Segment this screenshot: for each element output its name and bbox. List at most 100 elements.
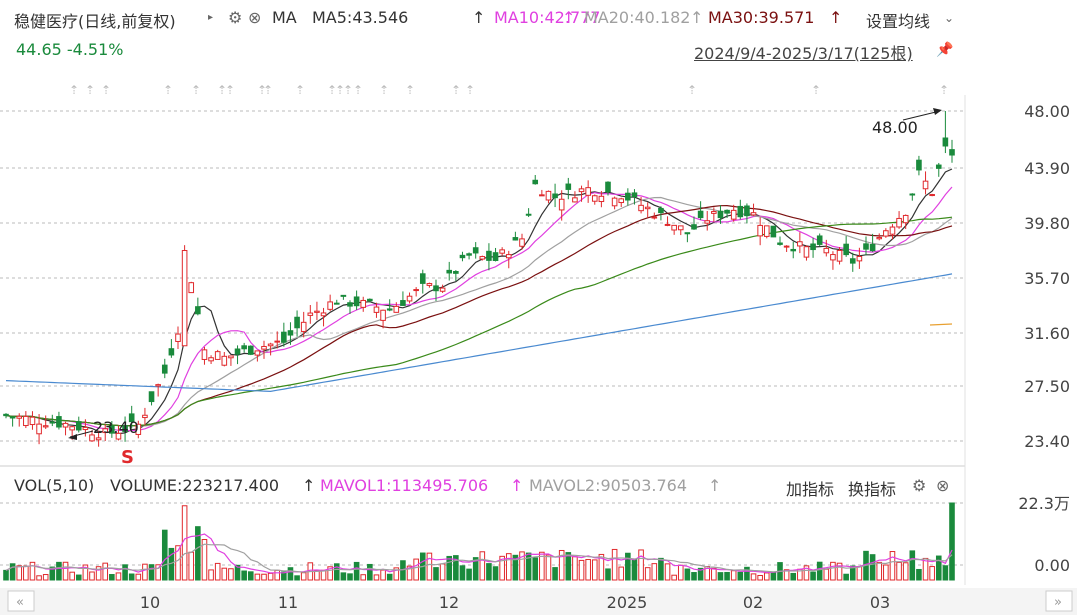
- candle-body[interactable]: [75, 421, 82, 431]
- volume-bar[interactable]: [294, 575, 300, 581]
- volume-bar[interactable]: [9, 563, 16, 581]
- volume-bar[interactable]: [935, 555, 942, 581]
- volume-bar[interactable]: [347, 573, 353, 581]
- event-marker[interactable]: ⇡: [327, 83, 337, 97]
- candle-body[interactable]: [790, 248, 797, 252]
- volume-bar[interactable]: [611, 548, 618, 581]
- candle-body[interactable]: [691, 224, 697, 230]
- candle-body[interactable]: [181, 250, 188, 347]
- candle-body[interactable]: [916, 159, 922, 171]
- volume-bar[interactable]: [512, 554, 519, 581]
- volume-bar[interactable]: [446, 555, 453, 581]
- candle-body[interactable]: [816, 235, 823, 245]
- candle-body[interactable]: [49, 421, 56, 424]
- volume-bar[interactable]: [267, 572, 274, 581]
- candle-body[interactable]: [56, 416, 62, 428]
- volume-bar[interactable]: [29, 561, 36, 581]
- candle-body[interactable]: [340, 294, 347, 297]
- volume-bar[interactable]: [95, 566, 102, 581]
- gear-icon[interactable]: ⚙: [228, 8, 243, 27]
- volume-bar[interactable]: [671, 574, 677, 581]
- volume-bar[interactable]: [730, 570, 737, 581]
- candle-body[interactable]: [62, 422, 69, 428]
- volume-bar[interactable]: [221, 567, 228, 581]
- volume-bar[interactable]: [572, 556, 578, 581]
- candle-body[interactable]: [664, 223, 671, 226]
- candle-body[interactable]: [902, 214, 909, 224]
- volume-bar[interactable]: [287, 567, 294, 581]
- volume-bar[interactable]: [135, 573, 142, 581]
- candle-body[interactable]: [353, 296, 360, 307]
- candle-body[interactable]: [869, 243, 876, 252]
- volume-bar[interactable]: [406, 565, 413, 581]
- volume-bar[interactable]: [644, 567, 651, 581]
- candle-body[interactable]: [115, 432, 122, 440]
- candle-body[interactable]: [889, 226, 896, 235]
- candle-body[interactable]: [419, 273, 426, 284]
- candle-body[interactable]: [651, 216, 658, 219]
- candle-body[interactable]: [724, 209, 730, 214]
- volume-bar[interactable]: [3, 569, 9, 581]
- candle-body[interactable]: [367, 298, 373, 302]
- add-indicator-button[interactable]: 加指标: [786, 480, 835, 499]
- candle-body[interactable]: [558, 198, 565, 211]
- volume-bar[interactable]: [697, 567, 704, 581]
- volume-bar[interactable]: [23, 565, 29, 581]
- candle-body[interactable]: [135, 423, 142, 435]
- volume-bar[interactable]: [929, 566, 935, 581]
- volume-bar[interactable]: [783, 569, 790, 581]
- volume-bar[interactable]: [393, 567, 400, 581]
- candle-body[interactable]: [658, 207, 664, 214]
- volume-bar[interactable]: [426, 552, 433, 581]
- volume-bar[interactable]: [214, 562, 221, 581]
- event-marker[interactable]: ⇡: [939, 83, 949, 97]
- candle-body[interactable]: [281, 331, 287, 343]
- candle-body[interactable]: [433, 285, 439, 292]
- volume-bar[interactable]: [539, 551, 545, 581]
- volume-bar[interactable]: [949, 502, 955, 581]
- event-marker[interactable]: ⇡: [379, 83, 389, 97]
- volume-bar[interactable]: [843, 573, 849, 581]
- volume-bar[interactable]: [360, 574, 367, 581]
- volume-bar[interactable]: [333, 563, 340, 581]
- candle-body[interactable]: [320, 312, 327, 317]
- candle-body[interactable]: [89, 434, 95, 442]
- volume-bar[interactable]: [658, 557, 664, 581]
- volume-bar[interactable]: [677, 564, 684, 581]
- volume-bar[interactable]: [208, 569, 214, 581]
- volume-bar[interactable]: [89, 571, 95, 581]
- candle-body[interactable]: [254, 350, 261, 356]
- candle-body[interactable]: [836, 249, 843, 262]
- volume-bar[interactable]: [750, 573, 757, 581]
- candle-body[interactable]: [300, 321, 307, 332]
- candle-body[interactable]: [446, 269, 453, 274]
- candle-body[interactable]: [909, 193, 916, 196]
- candle-body[interactable]: [750, 212, 757, 216]
- event-marker[interactable]: ⇡: [217, 83, 227, 97]
- candle-body[interactable]: [360, 299, 367, 308]
- volume-bar[interactable]: [664, 563, 671, 581]
- volume-bar[interactable]: [724, 571, 730, 581]
- candle-body[interactable]: [572, 197, 578, 203]
- volume-bar[interactable]: [386, 573, 393, 581]
- candle-body[interactable]: [347, 302, 353, 307]
- volume-bar[interactable]: [790, 572, 797, 581]
- volume-bar[interactable]: [598, 553, 605, 581]
- volume-bar[interactable]: [519, 551, 525, 581]
- candle-body[interactable]: [261, 345, 267, 350]
- candle-body[interactable]: [175, 333, 181, 342]
- volume-bar[interactable]: [856, 566, 863, 581]
- event-marker[interactable]: ⇡: [225, 83, 235, 97]
- candle-body[interactable]: [671, 224, 677, 231]
- volume-bar[interactable]: [115, 572, 122, 581]
- candle-body[interactable]: [625, 192, 631, 201]
- candle-body[interactable]: [274, 340, 281, 343]
- event-marker[interactable]: ⇡: [257, 83, 267, 97]
- candle-body[interactable]: [128, 413, 135, 423]
- candle-body[interactable]: [830, 254, 836, 261]
- volume-bar[interactable]: [876, 561, 883, 581]
- event-marker[interactable]: ⇡: [163, 83, 173, 97]
- candle-body[interactable]: [777, 242, 783, 245]
- volume-bar[interactable]: [82, 564, 89, 581]
- candle-body[interactable]: [565, 183, 572, 190]
